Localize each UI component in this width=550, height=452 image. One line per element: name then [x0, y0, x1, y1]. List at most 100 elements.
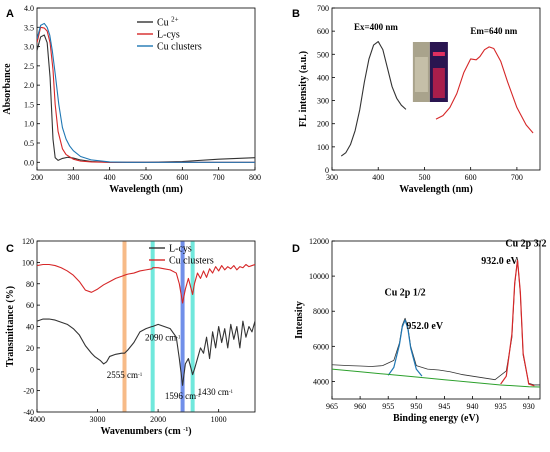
y-tick-label: 80	[26, 280, 34, 289]
series-line-trace-0	[340, 41, 407, 157]
annotation-wavenumber: 1596 cm-1	[165, 391, 201, 401]
plot-frame	[331, 240, 541, 400]
x-axis-title: Binding energy (eV)	[393, 413, 479, 424]
y-tick-label: 3.5	[24, 23, 34, 32]
annotation-932ev: 932.0 eV	[481, 256, 518, 267]
y-tick-label: 700	[317, 4, 329, 13]
y-tick-label: 2.0	[24, 81, 34, 90]
y-tick-label: 0.0	[24, 158, 34, 167]
y-tick-label: 0.5	[24, 139, 34, 148]
panel-b: B 300 400 500 600 700 0 100 200 300 400 500 600 700 Wa…	[292, 4, 541, 195]
y-tick-label: -40	[23, 408, 34, 417]
y-tick-label: 4.0	[24, 4, 34, 13]
y-tick-label: 20	[26, 344, 34, 353]
annotation-cu2p32: Cu 2p 3/2	[505, 238, 546, 249]
annotation-952ev: 952.0 eV	[406, 321, 443, 332]
panel-d: D 965 960 955 950 945 940 935 930 4000 6000 8000 100…	[292, 237, 547, 424]
inset-uv-meniscus	[432, 52, 445, 56]
x-tick-label: 950	[410, 402, 422, 411]
highlight-band-1596	[180, 241, 185, 412]
y-tick-label: 60	[26, 301, 34, 310]
x-tick-label: 800	[249, 173, 261, 182]
series-line-trace-1	[435, 46, 534, 134]
x-tick-label: 945	[438, 402, 450, 411]
y-tick-label: 1.5	[24, 100, 34, 109]
annotation-cu2p12: Cu 2p 1/2	[385, 287, 426, 298]
y-tick-label: 500	[317, 50, 329, 59]
inset-vial-body	[414, 57, 428, 92]
y-tick-label: 200	[317, 120, 329, 129]
x-tick-label: 1000	[211, 415, 227, 424]
x-tick-label: 700	[511, 173, 523, 182]
y-tick-label: 300	[317, 97, 329, 106]
x-axis-title: Wavelength (nm)	[399, 184, 473, 195]
legend-label: Cu clusters	[169, 256, 214, 267]
series-line-cu-clusters	[37, 22, 255, 163]
annotation-ex: Ex=400 nm	[354, 22, 398, 32]
x-tick-label: 600	[176, 173, 188, 182]
highlight-band-1430	[190, 241, 195, 412]
x-tick-label: 2000	[150, 415, 166, 424]
annotation-wavenumber: 2555 cm-1	[107, 370, 143, 380]
legend-label: Cu 2+	[157, 16, 179, 29]
x-tick-label: 940	[467, 402, 479, 411]
series-line-trace-3	[332, 368, 540, 388]
y-axis-title: FL intensity (a.u.)	[298, 51, 309, 127]
x-tick-label: 960	[354, 402, 366, 411]
x-tick-label: 200	[31, 173, 43, 182]
series-line-trace-1	[387, 319, 423, 377]
y-tick-label: 40	[26, 323, 34, 332]
y-tick-label: 400	[317, 73, 329, 82]
x-tick-label: 300	[326, 173, 338, 182]
x-tick-label: 500	[140, 173, 152, 182]
annotation-wavenumber: 1430 cm-1	[198, 387, 234, 397]
highlight-band-2555	[122, 241, 127, 412]
y-tick-label: 12000	[309, 237, 329, 246]
inset-photo	[412, 42, 448, 102]
annotation-em: Em=640 nm	[470, 26, 517, 36]
y-tick-label: 0	[325, 166, 329, 175]
legend-label: L-cys	[157, 30, 180, 41]
y-tick-label: 600	[317, 27, 329, 36]
y-tick-label: 3.0	[24, 43, 34, 52]
y-tick-label: 8000	[313, 307, 329, 316]
x-tick-label: 700	[213, 173, 225, 182]
y-axis-title: Intensity	[294, 301, 305, 339]
panel-c: C 4000 3000 2000 1000 -40 -20 0 20 40 60 80 100 120 Wa…	[5, 237, 256, 437]
x-tick-label: 500	[418, 173, 430, 182]
y-tick-label: 100	[22, 258, 34, 267]
x-tick-label: 400	[104, 173, 116, 182]
annotation-wavenumber: 2090 cm-1	[145, 332, 181, 342]
x-tick-label: 300	[67, 173, 79, 182]
inset-uv-glow	[432, 68, 445, 98]
panel-a: A 200 300 400 500 600 700 800 0.0 0.5 1.0 1.5 2.0 2.5…	[2, 4, 261, 195]
panel-letter-d: D	[292, 243, 300, 255]
x-tick-label: 3000	[90, 415, 106, 424]
plot-frame	[331, 7, 541, 171]
x-tick-label: 4000	[29, 415, 45, 424]
x-tick-label: 600	[465, 173, 477, 182]
y-tick-label: 4000	[313, 377, 329, 386]
x-axis-title: Wavenumbers (cm -1)	[100, 426, 191, 437]
panel-letter-b: B	[292, 8, 300, 20]
legend-label: L-cys	[169, 244, 192, 255]
series-line-trace-2	[500, 259, 535, 387]
y-axis-title: Absorbance	[2, 63, 13, 115]
y-tick-label: 120	[22, 237, 34, 246]
y-tick-label: -20	[23, 387, 34, 396]
series-line-cu-clusters	[37, 263, 255, 304]
x-tick-label: 965	[326, 402, 338, 411]
y-tick-label: 6000	[313, 342, 329, 351]
x-axis-title: Wavelength (nm)	[109, 184, 183, 195]
y-axis-title: Transmittance (%)	[5, 286, 16, 367]
legend-label: Cu clusters	[157, 42, 202, 53]
x-tick-label: 935	[495, 402, 507, 411]
x-tick-label: 400	[372, 173, 384, 182]
panel-letter-a: A	[6, 8, 14, 20]
y-tick-label: 10000	[309, 272, 329, 281]
y-tick-label: 2.5	[24, 62, 34, 71]
series-line-l-cys	[37, 318, 255, 386]
y-tick-label: 0	[30, 365, 34, 374]
